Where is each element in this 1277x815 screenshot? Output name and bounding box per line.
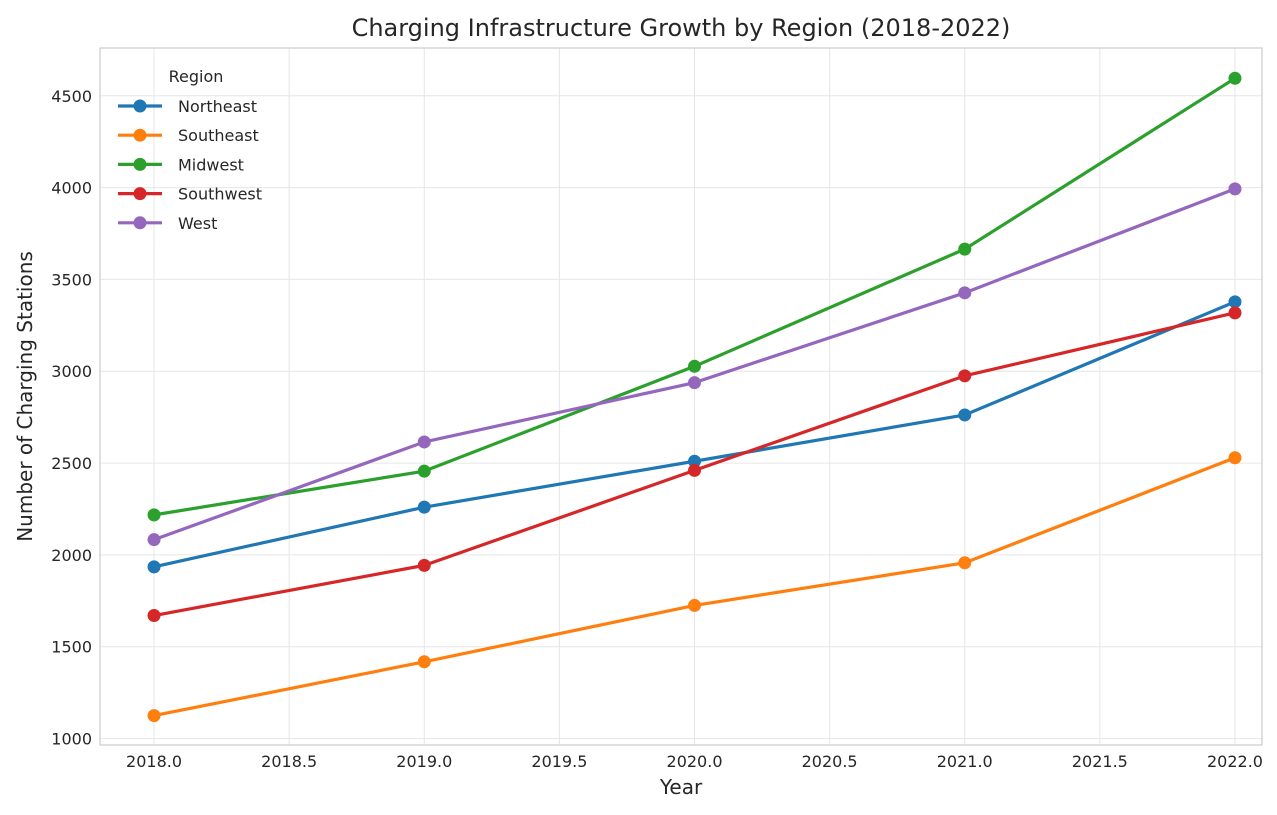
data-point (147, 609, 161, 623)
series-northeast (147, 295, 1242, 574)
y-tick-label: 1500 (51, 638, 92, 657)
legend-label: Northeast (178, 97, 257, 116)
legend-item-midwest: Midwest (118, 155, 244, 174)
legend-item-southwest: Southwest (118, 185, 262, 204)
x-axis-ticks: 2018.0 2018.5 2019.0 2019.5 2020.0 2020.5 2021… (126, 752, 1263, 771)
x-tick-label: 2021.5 (1072, 752, 1128, 771)
legend: Region Northeast Southeast Midwest Southwes… (118, 67, 262, 233)
data-point (958, 242, 972, 256)
series-southeast (147, 451, 1242, 723)
data-point (688, 463, 702, 477)
series-southwest (147, 306, 1242, 623)
data-point (417, 655, 431, 669)
data-point (1228, 306, 1242, 320)
data-point (147, 709, 161, 723)
legend-label: Southeast (178, 126, 259, 145)
series-layer (147, 71, 1242, 723)
chart-title: Charging Infrastructure Growth by Region… (352, 14, 1011, 42)
x-tick-label: 2022.0 (1207, 752, 1263, 771)
x-tick-label: 2021.0 (937, 752, 993, 771)
series-midwest (147, 71, 1242, 522)
series-west (147, 182, 1242, 547)
data-point (417, 464, 431, 478)
data-point (688, 598, 702, 612)
legend-label: Midwest (178, 155, 244, 174)
x-tick-label: 2019.5 (531, 752, 587, 771)
data-point (1228, 451, 1242, 465)
data-point (417, 435, 431, 449)
y-tick-label: 4000 (51, 179, 92, 198)
data-point (147, 560, 161, 574)
y-axis-ticks: 1000 1500 2000 2500 3000 3500 4000 4500 (51, 87, 92, 749)
data-point (688, 454, 702, 468)
y-tick-label: 3500 (51, 270, 92, 289)
legend-item-west: West (118, 214, 217, 233)
plot-frame (99, 47, 1263, 746)
y-tick-label: 2500 (51, 454, 92, 473)
data-point (958, 369, 972, 383)
x-axis-label: Year (659, 775, 703, 799)
data-point (147, 533, 161, 547)
data-point (958, 286, 972, 300)
y-tick-label: 2000 (51, 546, 92, 565)
legend-swatch-marker (133, 128, 147, 142)
data-point (958, 556, 972, 570)
data-point (1228, 182, 1242, 196)
x-tick-label: 2019.0 (396, 752, 452, 771)
x-tick-label: 2018.5 (261, 752, 317, 771)
x-tick-label: 2020.0 (667, 752, 723, 771)
legend-swatch-marker (133, 99, 147, 113)
grid (100, 48, 1262, 745)
data-point (1228, 295, 1242, 309)
legend-swatch-marker (133, 187, 147, 201)
x-tick-label: 2020.5 (802, 752, 858, 771)
legend-label: West (178, 214, 217, 233)
data-point (688, 359, 702, 373)
y-tick-label: 1000 (51, 730, 92, 749)
data-point (958, 408, 972, 422)
data-point (147, 508, 161, 522)
legend-item-northeast: Northeast (118, 97, 257, 116)
x-tick-label: 2018.0 (126, 752, 182, 771)
legend-label: Southwest (178, 185, 262, 204)
data-point (1228, 71, 1242, 85)
legend-item-southeast: Southeast (118, 126, 259, 145)
data-point (688, 376, 702, 390)
legend-swatch-marker (133, 157, 147, 171)
legend-title: Region (169, 67, 224, 86)
y-axis-label: Number of Charging Stations (13, 251, 37, 542)
y-tick-label: 3000 (51, 362, 92, 381)
data-point (417, 500, 431, 514)
y-tick-label: 4500 (51, 87, 92, 106)
legend-swatch-marker (133, 216, 147, 230)
data-point (417, 558, 431, 572)
